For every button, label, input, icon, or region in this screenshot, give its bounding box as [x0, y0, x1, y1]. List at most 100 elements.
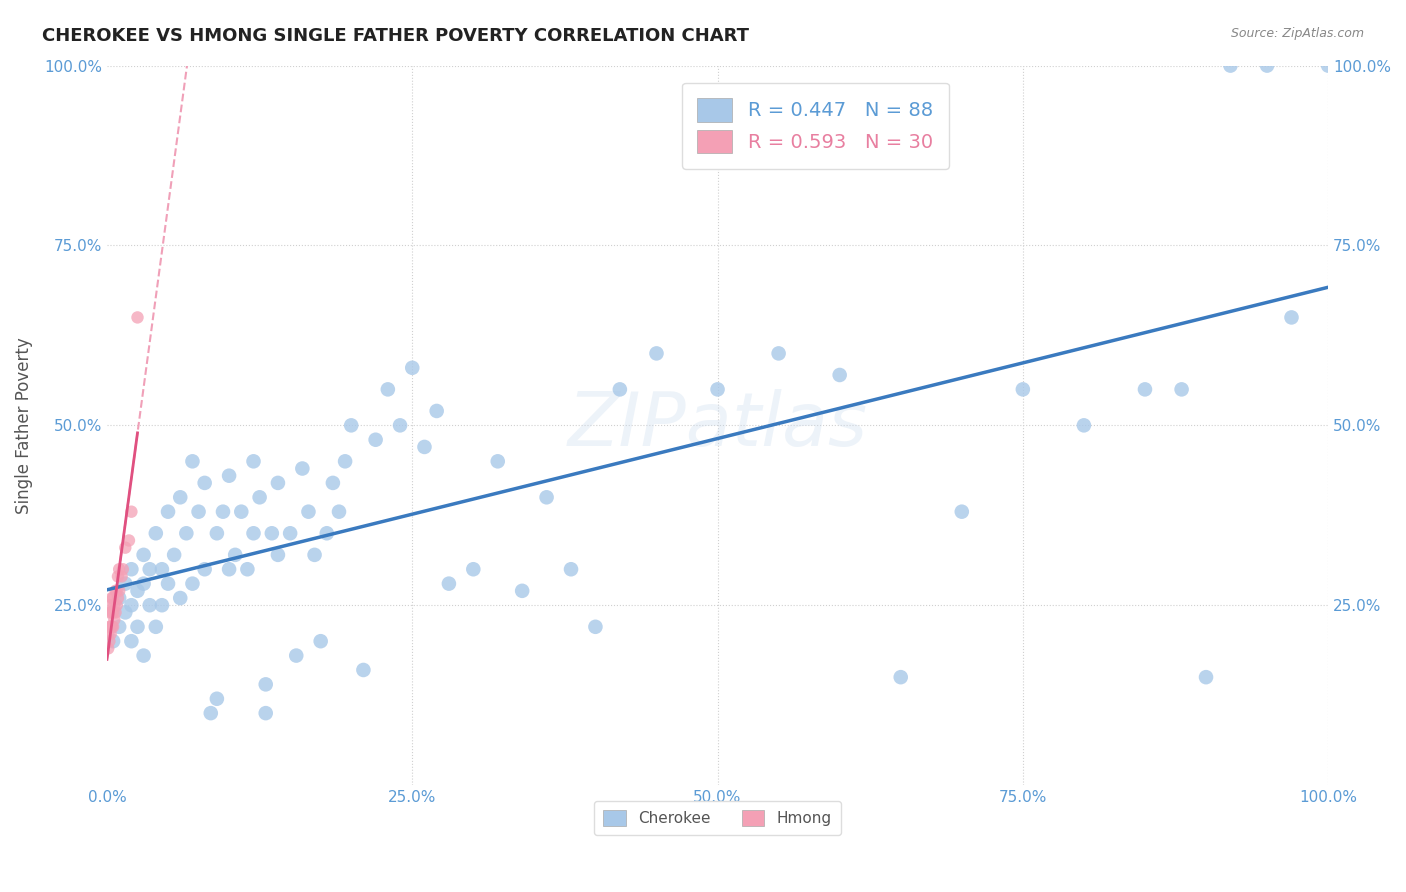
Point: [218, 468, 240, 483]
Point: [114, 606, 136, 620]
Point: [950, 505, 973, 519]
Point: [1170, 383, 1192, 397]
Point: [101, 606, 124, 620]
Point: [609, 383, 631, 397]
Point: [107, 591, 129, 605]
Point: [150, 562, 173, 576]
Point: [103, 613, 125, 627]
Point: [1073, 418, 1095, 433]
Point: [413, 440, 436, 454]
Point: [97, 627, 120, 641]
Point: [426, 404, 449, 418]
Point: [108, 583, 131, 598]
Point: [1256, 59, 1278, 73]
Point: [107, 569, 129, 583]
Point: [150, 598, 173, 612]
Point: [1219, 59, 1241, 73]
Point: [1011, 383, 1033, 397]
Point: [100, 598, 122, 612]
Point: [352, 663, 374, 677]
Point: [231, 505, 253, 519]
Point: [1281, 310, 1303, 325]
Point: [145, 620, 167, 634]
Point: [297, 505, 319, 519]
Point: [187, 505, 209, 519]
Point: [322, 475, 344, 490]
Point: [1133, 383, 1156, 397]
Text: CHEROKEE VS HMONG SINGLE FATHER POVERTY CORRELATION CHART: CHEROKEE VS HMONG SINGLE FATHER POVERTY …: [42, 27, 749, 45]
Point: [291, 461, 314, 475]
Point: [101, 634, 124, 648]
Point: [463, 562, 485, 576]
Point: [278, 526, 301, 541]
Point: [304, 548, 326, 562]
Point: [163, 548, 186, 562]
Point: [101, 591, 124, 605]
Point: [157, 505, 180, 519]
Point: [560, 562, 582, 576]
Point: [127, 620, 149, 634]
Point: [706, 383, 728, 397]
Point: [194, 475, 217, 490]
Point: [510, 583, 533, 598]
Point: [104, 583, 127, 598]
Point: [132, 548, 155, 562]
Point: [105, 583, 128, 598]
Point: [401, 360, 423, 375]
Point: [242, 526, 264, 541]
Point: [828, 368, 851, 382]
Point: [176, 526, 198, 541]
Point: [236, 562, 259, 576]
Point: [108, 562, 131, 576]
Point: [309, 634, 332, 648]
Point: [114, 576, 136, 591]
Point: [218, 562, 240, 576]
Point: [536, 491, 558, 505]
Point: [224, 548, 246, 562]
Point: [285, 648, 308, 663]
Point: [138, 598, 160, 612]
Point: [105, 598, 128, 612]
Point: [120, 562, 142, 576]
Point: [340, 418, 363, 433]
Point: [1317, 59, 1340, 73]
Point: [104, 606, 127, 620]
Point: [437, 576, 460, 591]
Point: [132, 648, 155, 663]
Point: [328, 505, 350, 519]
Point: [212, 505, 235, 519]
Point: [377, 383, 399, 397]
Point: [645, 346, 668, 360]
Point: [138, 562, 160, 576]
Point: [100, 627, 122, 641]
Text: Source: ZipAtlas.com: Source: ZipAtlas.com: [1230, 27, 1364, 40]
Point: [114, 541, 136, 555]
Point: [103, 598, 125, 612]
Point: [120, 505, 142, 519]
Point: [97, 641, 120, 656]
Point: [98, 634, 121, 648]
Point: [249, 491, 271, 505]
Y-axis label: Single Father Poverty: Single Father Poverty: [15, 337, 32, 514]
Point: [242, 454, 264, 468]
Point: [333, 454, 356, 468]
Point: [98, 606, 121, 620]
Point: [101, 606, 124, 620]
Point: [108, 591, 131, 605]
Point: [890, 670, 912, 684]
Point: [194, 562, 217, 576]
Point: [157, 576, 180, 591]
Point: [1195, 670, 1218, 684]
Point: [100, 620, 122, 634]
Point: [132, 576, 155, 591]
Point: [200, 706, 222, 720]
Point: [768, 346, 790, 360]
Point: [111, 569, 134, 583]
Legend: Cherokee, Hmong: Cherokee, Hmong: [595, 801, 841, 835]
Point: [583, 620, 606, 634]
Point: [364, 433, 387, 447]
Point: [205, 526, 228, 541]
Point: [254, 677, 277, 691]
Point: [101, 591, 124, 605]
Point: [389, 418, 412, 433]
